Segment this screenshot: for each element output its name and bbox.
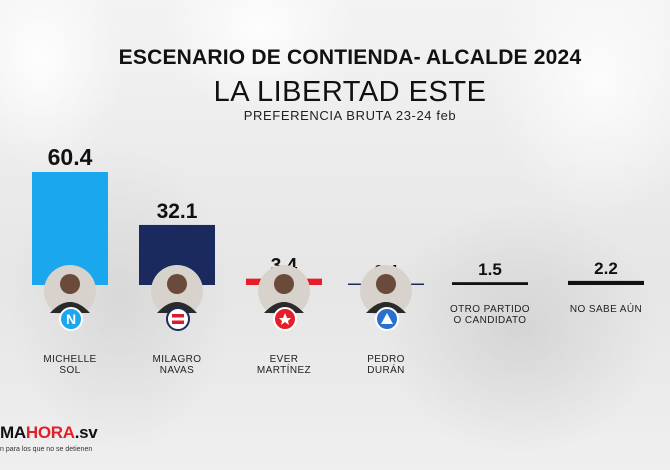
category-label-0-1: SOL: [59, 365, 80, 376]
value-label-4: 1.5: [478, 260, 502, 279]
fmln-star: [279, 313, 291, 325]
candidate-photo-head-0: [60, 274, 80, 294]
value-label-1: 32.1: [157, 200, 198, 223]
category-label-1-0: MILAGRO: [153, 354, 202, 365]
chart-subtitle: LA LIBERTAD ESTE: [213, 76, 487, 108]
candidate-photo-head-1: [167, 274, 187, 294]
candidate-photo-head-2: [274, 274, 294, 294]
category-label-5-0: NO SABE AÚN: [570, 302, 642, 315]
category-label-4-1: O CANDIDATO: [454, 315, 527, 326]
category-label-3-0: PEDRO: [367, 354, 405, 365]
nuevas-ideas-letter: N: [66, 311, 76, 327]
category-label-2-0: EVER: [270, 354, 299, 365]
arena-flag-white: [172, 317, 184, 321]
brand-logo[interactable]: MAHORA.sv: [0, 423, 98, 442]
bar-5: [568, 280, 644, 285]
value-label-5: 2.2: [594, 259, 618, 278]
category-label-2-1: MARTÍNEZ: [257, 363, 311, 376]
candidate-photo-head-3: [376, 274, 396, 294]
category-label-3-1: DURÁN: [367, 363, 405, 376]
triangle-party-shape: [381, 313, 393, 324]
chart-title: ESCENARIO DE CONTIENDA- ALCALDE 2024: [118, 46, 582, 69]
category-label-1-1: NAVAS: [160, 365, 194, 376]
survey-period: PREFERENCIA BRUTA 23-24 feb: [243, 108, 457, 123]
brand-tagline: n para los que no se detienen: [0, 446, 93, 453]
value-label-0: 60.4: [48, 144, 93, 170]
category-label-4-0: OTRO PARTIDO: [450, 304, 530, 315]
category-label-0-0: MICHELLE: [43, 354, 96, 365]
nuevas-ideas-n-icon: [59, 307, 83, 331]
bar-4: [452, 282, 528, 285]
